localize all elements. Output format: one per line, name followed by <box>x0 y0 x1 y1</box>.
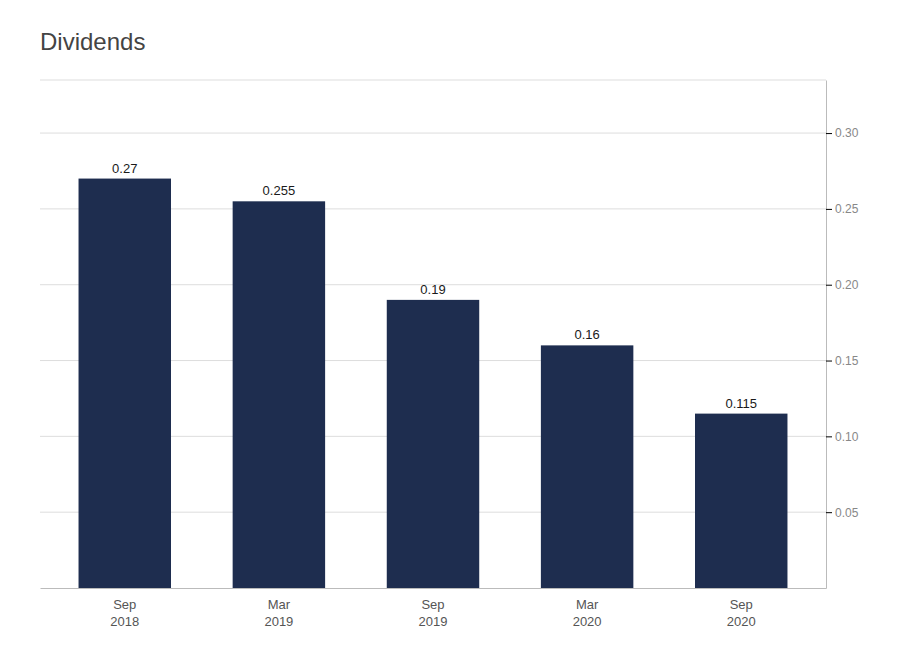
bar <box>695 414 787 588</box>
x-tick-label-line: Mar <box>268 597 291 612</box>
y-tick-mark <box>826 436 832 437</box>
x-tick: Sep 2018 <box>110 588 139 629</box>
bars <box>79 179 788 588</box>
y-tick-label: 0.30 <box>835 126 859 140</box>
plot: Sep2018Mar2019Sep2019Mar2020Sep20200.050… <box>40 80 859 629</box>
y-tick-label: 0.15 <box>835 354 859 368</box>
y-tick-mark <box>826 209 832 210</box>
y-tick: 0.10 <box>826 430 859 444</box>
frame-top <box>40 80 826 81</box>
y-tick-mark <box>826 512 832 513</box>
x-axis-line <box>41 588 827 589</box>
data-labels: 0.27 0.255 0.19 0.16 0.115 <box>112 161 757 411</box>
x-tick-label-line: 2018 <box>110 614 139 629</box>
chart: Sep2018Mar2019Sep2019Mar2020Sep20200.050… <box>0 0 906 668</box>
data-label: 0.16 <box>574 327 599 342</box>
y-tick: 0.25 <box>826 202 859 216</box>
x-tick-label: Sep 2018 <box>110 597 139 629</box>
y-tick-mark <box>826 285 832 286</box>
y-tick-mark <box>826 361 832 362</box>
y-tick-mark <box>826 133 832 134</box>
data-label: 0.19 <box>420 282 445 297</box>
y-axis: 0.05 0.10 0.15 0.20 0.25 0.30 <box>826 81 859 589</box>
title: Dividends <box>40 28 145 55</box>
bar <box>541 345 633 588</box>
data-label: 0.115 <box>725 396 757 411</box>
data-label: 0.255 <box>263 183 296 198</box>
y-tick-label: 0.25 <box>835 202 859 216</box>
x-tick-label: Sep 2020 <box>727 597 756 629</box>
x-tick-label: Mar 2019 <box>264 597 293 629</box>
bar <box>233 201 325 588</box>
bar <box>387 300 479 588</box>
y-tick: 0.30 <box>826 126 859 140</box>
x-tick-label-line: 2020 <box>727 614 756 629</box>
x-tick: Mar 2020 <box>573 588 602 629</box>
y-tick: 0.05 <box>826 506 859 520</box>
x-tick-label-line: 2020 <box>573 614 602 629</box>
x-tick: Sep 2019 <box>419 588 448 629</box>
y-tick-label: 0.05 <box>835 506 859 520</box>
bar <box>79 179 171 588</box>
x-tick: Mar 2019 <box>264 588 293 629</box>
grid-line <box>40 133 826 134</box>
x-tick-label-line: Mar <box>576 597 599 612</box>
x-tick-label: Mar 2020 <box>573 597 602 629</box>
y-tick-label: 0.20 <box>835 278 859 292</box>
x-tick-label-line: Sep <box>730 597 753 612</box>
x-tick-label-line: 2019 <box>264 614 293 629</box>
y-tick: 0.20 <box>826 278 859 292</box>
x-tick-label-line: Sep <box>421 597 444 612</box>
x-tick-label-line: 2019 <box>419 614 448 629</box>
y-tick-label: 0.10 <box>835 430 859 444</box>
x-axis: Sep 2018 Mar 2019 Sep 2019 Mar 2020 Sep 2020 <box>41 588 827 629</box>
x-tick: Sep 2020 <box>727 588 756 629</box>
data-label: 0.27 <box>112 161 137 176</box>
y-tick: 0.15 <box>826 354 859 368</box>
x-tick-label-line: Sep <box>113 597 136 612</box>
x-tick-label: Sep 2019 <box>419 597 448 629</box>
